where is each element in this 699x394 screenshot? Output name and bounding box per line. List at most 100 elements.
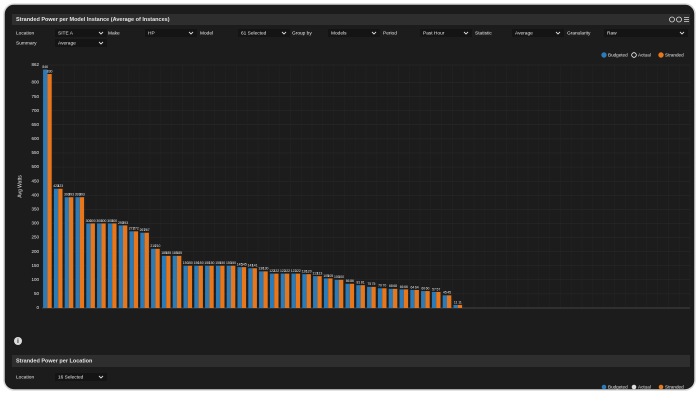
y-tick-label: 150: [31, 263, 39, 268]
header-icons[interactable]: [669, 16, 690, 23]
dropdown[interactable]: [604, 29, 688, 37]
bar: [263, 271, 268, 308]
dropdown-value[interactable]: SITE A: [58, 30, 74, 36]
bar: [317, 276, 322, 308]
y-tick-label: 100: [31, 277, 39, 282]
bar: [453, 304, 458, 308]
bar: [295, 273, 301, 308]
menu-icon[interactable]: [684, 17, 689, 22]
legend-swatch[interactable]: [601, 384, 607, 390]
bar: [313, 276, 318, 308]
chevron[interactable]: [98, 41, 104, 45]
dropdown-value[interactable]: HP: [148, 30, 155, 36]
settings-icon[interactable]: [676, 16, 682, 23]
y-tick-label: 450: [31, 178, 39, 183]
dropdown[interactable]: [55, 39, 107, 47]
chevron[interactable]: [281, 31, 287, 35]
y-tick-label: 650: [31, 122, 39, 127]
legend-label[interactable]: Budgeted: [608, 53, 628, 58]
y-tick-label: 300: [31, 221, 39, 226]
dropdown[interactable]: [328, 29, 380, 37]
bar: [306, 274, 311, 308]
data-label: 130: [263, 267, 269, 271]
data-label: 100: [338, 275, 344, 279]
chevron[interactable]: [98, 375, 104, 379]
bar: [421, 291, 426, 308]
dropdown-value[interactable]: Raw: [607, 30, 617, 36]
chevron[interactable]: [679, 31, 685, 35]
bar: [269, 273, 275, 308]
bar: [231, 265, 236, 308]
data-label: 150: [194, 261, 200, 265]
y-axis-title: Avg Watts: [17, 175, 23, 198]
data-label: 150: [220, 261, 226, 265]
panel-title: Stranded Power per Model Instance (Avera…: [16, 17, 170, 23]
bar: [144, 232, 149, 308]
dropdown[interactable]: [55, 29, 107, 37]
legend-swatch[interactable]: [601, 52, 607, 58]
legend-swatch[interactable]: [658, 52, 664, 58]
data-label: 185: [166, 251, 172, 255]
dropdown[interactable]: [238, 29, 290, 37]
info-glyph[interactable]: i: [17, 339, 19, 345]
data-label: 300: [96, 219, 102, 223]
dropdown[interactable]: [420, 29, 472, 37]
data-label: 300: [86, 219, 92, 223]
data-label: 300: [107, 219, 113, 223]
bar: [237, 267, 242, 308]
chevron[interactable]: [463, 31, 469, 35]
legend-label[interactable]: Stranded: [665, 53, 684, 58]
bar: [431, 291, 437, 308]
info-icon[interactable]: i: [14, 337, 22, 345]
data-label: 150: [204, 261, 210, 265]
legend-swatch[interactable]: [658, 384, 664, 390]
dropdown[interactable]: [145, 29, 197, 37]
data-label: 86: [346, 279, 350, 283]
legend-swatch[interactable]: [631, 384, 637, 390]
filter-label: Granularity: [567, 30, 591, 36]
bar: [377, 288, 383, 308]
dropdown[interactable]: [512, 29, 564, 37]
data-label: 81: [357, 281, 361, 285]
frame: [3, 3, 696, 391]
chevron[interactable]: [98, 31, 104, 35]
legend-swatch[interactable]: [631, 52, 637, 58]
bar: [64, 197, 69, 308]
data-label: 267: [144, 228, 150, 232]
data-label: 272: [129, 227, 135, 231]
dropdown-value[interactable]: Models: [331, 30, 347, 36]
chevron[interactable]: [555, 31, 561, 35]
panel-header: [12, 355, 690, 367]
data-label: 210: [155, 244, 161, 248]
bar: [90, 223, 95, 308]
data-label: 150: [230, 261, 236, 265]
dropdown-value[interactable]: Average: [515, 30, 533, 36]
data-label: 423: [53, 184, 59, 188]
legend-label[interactable]: Actual: [638, 385, 651, 390]
dropdown-value[interactable]: Past Hour: [423, 30, 445, 36]
dropdown[interactable]: [55, 373, 107, 381]
chevron[interactable]: [371, 31, 377, 35]
data-label: 68: [389, 284, 393, 288]
info-circle[interactable]: [14, 337, 22, 345]
bar: [371, 286, 376, 308]
legend-label[interactable]: Actual: [638, 53, 651, 58]
dropdown-value[interactable]: Average: [58, 40, 76, 46]
refresh-icon[interactable]: [669, 16, 675, 23]
filter-label: Location: [16, 30, 34, 36]
data-label: 68: [393, 284, 397, 288]
data-label: 150: [226, 261, 232, 265]
bar: [388, 288, 393, 308]
data-label: 11: [454, 300, 458, 304]
legend-label[interactable]: Budgeted: [608, 385, 628, 390]
legend-label[interactable]: Stranded: [665, 385, 684, 390]
bar: [393, 288, 398, 308]
bar: [101, 223, 106, 308]
chevron[interactable]: [188, 31, 194, 35]
bar: [133, 231, 139, 308]
filter-label: Model: [200, 30, 213, 36]
bar: [410, 289, 415, 308]
data-label: 150: [183, 261, 189, 265]
dropdown-value[interactable]: 61 Selected: [241, 30, 267, 36]
dropdown-value[interactable]: 16 Selected: [58, 374, 84, 380]
